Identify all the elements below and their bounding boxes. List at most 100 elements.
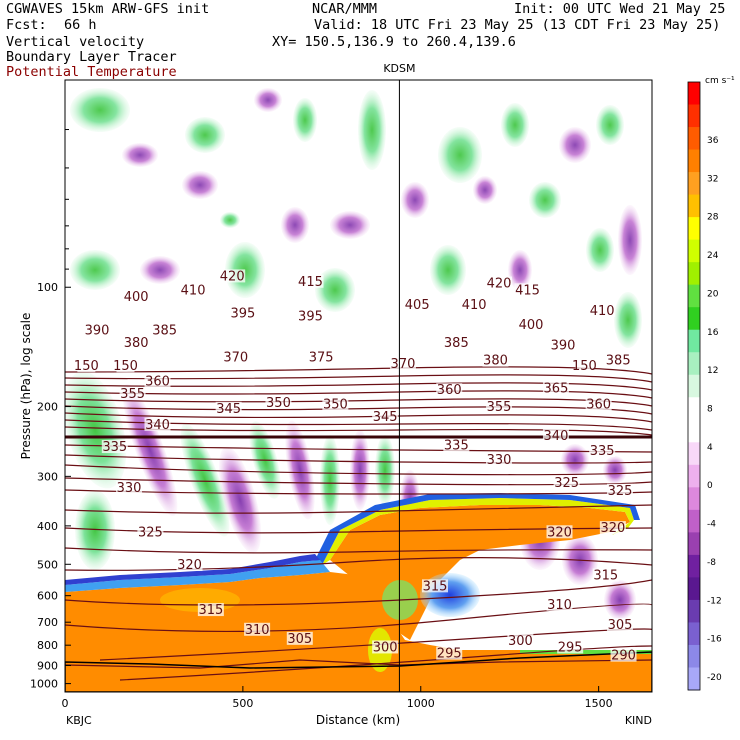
colorbar-swatch xyxy=(688,104,700,128)
colorbar-swatch xyxy=(688,667,700,691)
theta-label-bg xyxy=(144,417,171,431)
theta-label-bg xyxy=(599,521,626,535)
y-axis: 100 200 300 400 500 600 700 800 900 1000 xyxy=(30,79,71,691)
theta-label: 150 xyxy=(572,359,597,374)
theta-label-bg xyxy=(436,383,463,397)
theta-label-bg xyxy=(372,410,399,424)
theta-label: 360 xyxy=(437,383,462,398)
theta-label-bg xyxy=(546,597,573,611)
colorbar-swatch xyxy=(688,509,700,533)
theta-label: 350 xyxy=(323,398,348,413)
theta-label: 360 xyxy=(145,375,170,390)
theta-label: 335 xyxy=(102,440,127,455)
theta-label: 415 xyxy=(515,283,540,298)
terrain-line xyxy=(65,651,652,692)
colorbar-label: -12 xyxy=(707,596,722,606)
theta-label: 370 xyxy=(223,350,248,365)
theta-label: 325 xyxy=(554,476,579,491)
theta-label: 400 xyxy=(519,318,544,333)
theta-label-bg xyxy=(557,640,584,654)
theta-label: 150 xyxy=(113,359,138,374)
theta-label: 335 xyxy=(444,439,469,454)
y-tick-label: 800 xyxy=(37,639,58,652)
theta-label: 385 xyxy=(152,323,177,338)
theta-label: 290 xyxy=(611,649,636,664)
colorbar-swatch xyxy=(688,127,700,151)
colorbar-swatch xyxy=(688,217,700,241)
plume-rim-blue xyxy=(310,493,640,570)
theta-label-bg xyxy=(461,297,488,311)
x-endpoint-right: KIND xyxy=(625,714,652,727)
theta-label-bg xyxy=(137,525,164,539)
theta-label-bg xyxy=(116,359,135,373)
theta-label: 400 xyxy=(124,290,149,305)
theta-label-bg xyxy=(101,440,128,454)
fcst-label: Fcst: xyxy=(6,17,47,33)
theta-label: 415 xyxy=(298,275,323,290)
colorbar-swatch xyxy=(688,284,700,308)
y-tick-label: 900 xyxy=(37,659,58,672)
theta-label-bg xyxy=(197,603,224,617)
theta-label: 320 xyxy=(547,525,572,540)
theta-label-bg xyxy=(180,283,207,297)
theta-label: 300 xyxy=(508,634,533,649)
colorbar-swatch xyxy=(688,149,700,173)
theta-label: 420 xyxy=(220,269,245,284)
theta-label: 315 xyxy=(198,603,223,618)
theta-label-bg xyxy=(144,374,171,388)
theta-label-bg xyxy=(585,397,612,411)
colorbar-swatch xyxy=(688,172,700,196)
y-tick-label: 500 xyxy=(37,558,58,571)
theta-label-bg xyxy=(151,323,178,337)
field-potential-temperature: Potential Temperature xyxy=(6,64,177,80)
theta-label-bg xyxy=(308,350,335,364)
theta-label: 150 xyxy=(74,359,99,374)
theta-label: 380 xyxy=(483,354,508,369)
theta-label: 310 xyxy=(547,598,572,613)
colorbar-swatch xyxy=(688,622,700,646)
theta-label: 410 xyxy=(181,283,206,298)
theta-label-bg xyxy=(606,483,633,497)
theta-label: 390 xyxy=(551,339,576,354)
colorbar-label: -16 xyxy=(707,635,722,645)
init-time: Init: 00 UTC Wed 21 May 25 xyxy=(514,1,726,17)
x-tick-label: 500 xyxy=(232,697,253,710)
theta-label-bg xyxy=(244,622,271,636)
colorbar-label: -20 xyxy=(707,673,722,683)
theta-label-bg xyxy=(222,350,249,364)
theta-label-bg xyxy=(421,579,448,593)
theta-label: 355 xyxy=(487,400,512,415)
colorbar-label: 16 xyxy=(707,328,719,338)
colorbar-label: 32 xyxy=(707,174,718,184)
theta-label: 380 xyxy=(124,336,149,351)
theta-label: 340 xyxy=(145,418,170,433)
colorbar-swatch xyxy=(688,397,700,421)
theta-label-bg xyxy=(286,631,313,645)
theta-label-bg xyxy=(297,309,324,323)
theta-label-bg xyxy=(297,274,324,288)
theta-label-bg xyxy=(265,395,292,409)
colorbar-swatch xyxy=(688,262,700,286)
colorbar-label: 36 xyxy=(707,136,719,146)
colorbar-swatch xyxy=(688,554,700,578)
theta-label-bg xyxy=(389,356,416,370)
theta-label-bg xyxy=(486,276,513,290)
theta-label: 315 xyxy=(423,579,448,594)
theta-label-bg xyxy=(514,283,541,297)
colorbar-swatch xyxy=(688,532,700,556)
theta-label-bg xyxy=(77,359,96,373)
colorbar-swatch xyxy=(688,577,700,601)
theta-label-bg xyxy=(372,640,399,654)
colorbar-label: 28 xyxy=(707,213,719,223)
colorbar-label: 8 xyxy=(707,405,713,415)
model-title: CGWAVES 15km ARW-GFS init xyxy=(6,1,210,17)
theta-label: 295 xyxy=(558,640,583,655)
theta-label-bg xyxy=(84,323,111,337)
center-label: NCAR/MMM xyxy=(312,1,378,17)
theta-label: 395 xyxy=(230,307,255,322)
colorbar-swatch xyxy=(688,307,700,331)
theta-label: 350 xyxy=(266,396,291,411)
y-tick-label: 300 xyxy=(37,470,58,483)
colorbar-label: 20 xyxy=(707,289,719,299)
colorbar-frame xyxy=(687,81,701,691)
